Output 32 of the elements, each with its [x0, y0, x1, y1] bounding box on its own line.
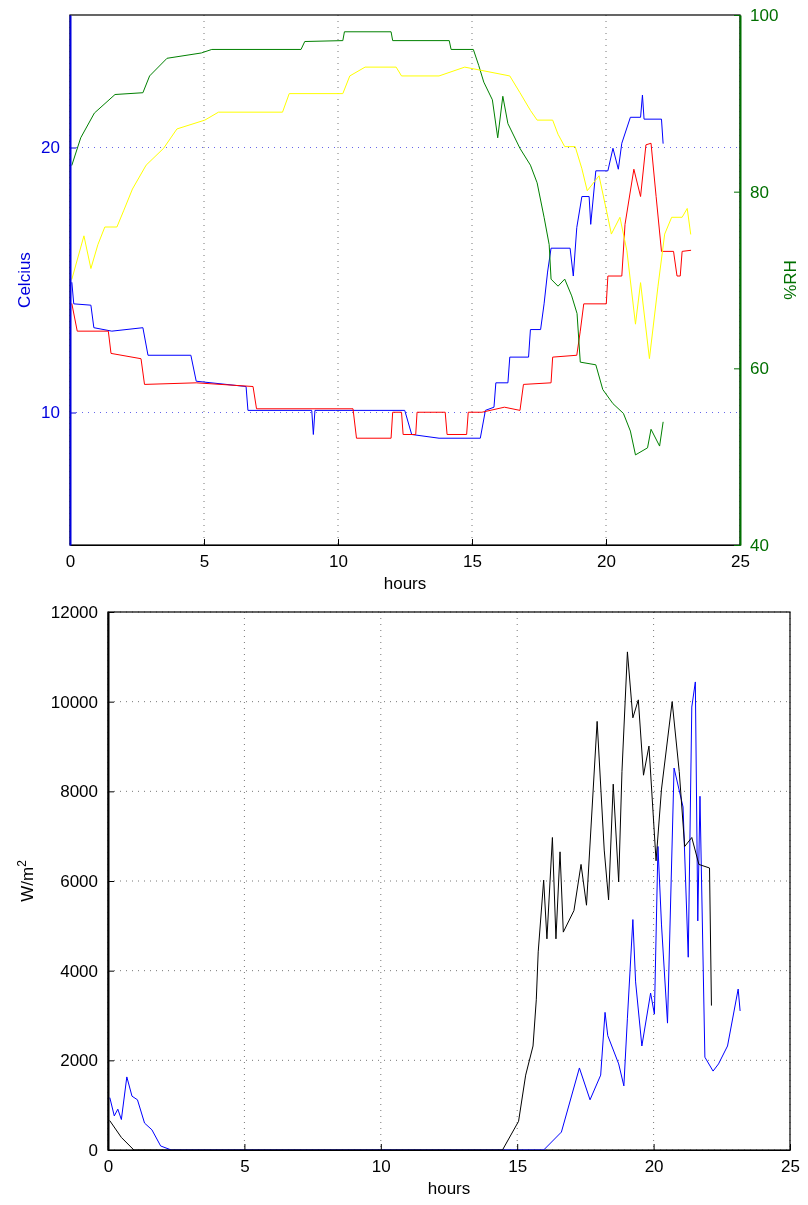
y2-tick-label: 60: [750, 359, 769, 379]
y-tick-label: 0: [88, 1140, 98, 1160]
y-tick-label: 20: [41, 138, 60, 158]
y-tick-label: 12000: [50, 602, 98, 622]
y-tick-label: 10: [41, 403, 60, 423]
y-tick-label: 2000: [60, 1051, 98, 1071]
y-tick-label: 10000: [50, 692, 98, 712]
x-tick-label: 5: [199, 552, 210, 572]
x-tick-label: 20: [597, 552, 616, 572]
line-series: [71, 142, 692, 439]
line-series: [71, 94, 664, 439]
y-tick-label: 6000: [60, 871, 98, 891]
y2-axis-title: %RH: [781, 260, 800, 300]
x-tick-label: 10: [329, 552, 348, 572]
line-series: [71, 66, 692, 360]
x-tick-label: 10: [371, 1157, 391, 1177]
line-series: [71, 31, 664, 456]
x-tick-label: 25: [731, 552, 750, 572]
x-tick-label: 15: [463, 552, 482, 572]
x-axis-title: hours: [427, 1179, 471, 1198]
x-tick-label: 25: [781, 1157, 800, 1177]
y-tick-label: 4000: [60, 961, 98, 981]
x-tick-label: 15: [508, 1157, 528, 1177]
x-tick-label: 5: [240, 1157, 250, 1177]
y-axis-title: Celcius: [15, 252, 34, 308]
y-tick-label: 8000: [60, 782, 98, 802]
x-axis-title: hours: [383, 574, 427, 593]
x-tick-label: 0: [103, 1157, 114, 1177]
y2-tick-label: 40: [750, 535, 769, 555]
y2-tick-label: 100: [750, 5, 779, 25]
x-tick-label: 20: [644, 1157, 664, 1177]
y2-tick-label: 80: [750, 182, 769, 202]
